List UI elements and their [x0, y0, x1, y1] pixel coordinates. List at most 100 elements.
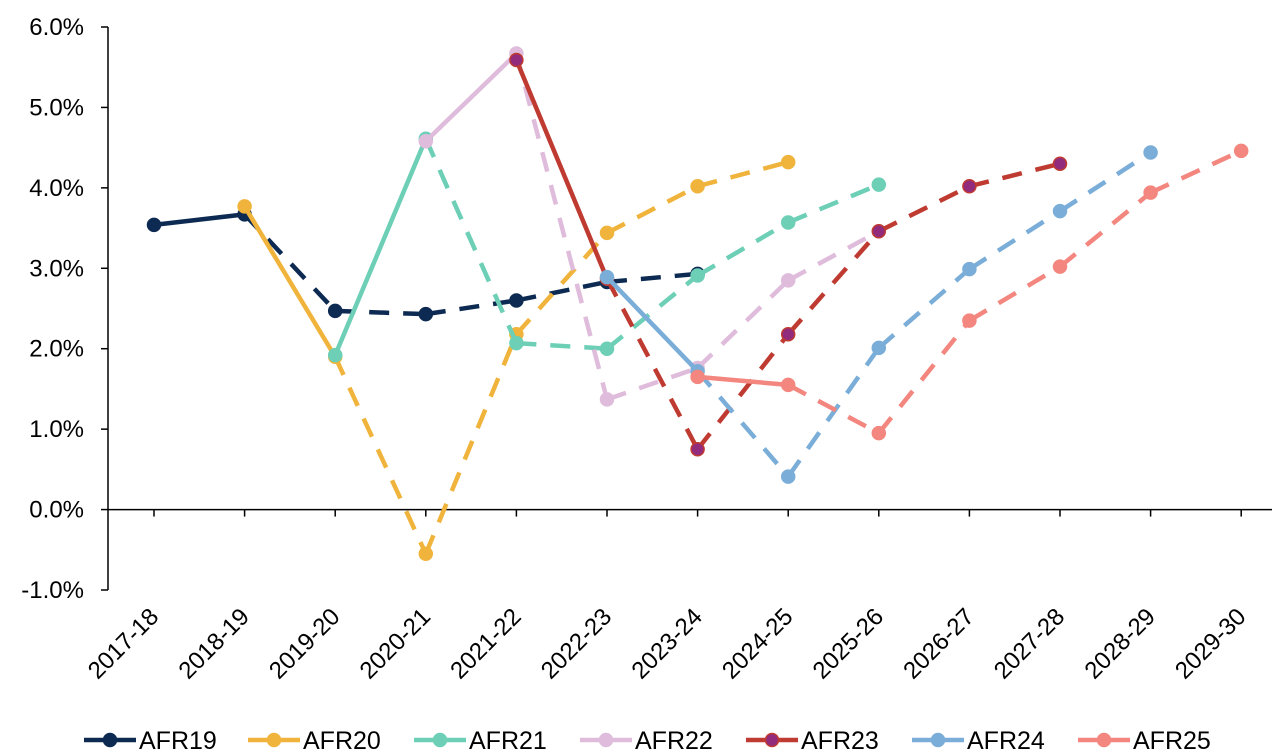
x-tick-label: 2026-27: [898, 603, 979, 684]
series-segment: [1149, 148, 1243, 195]
series-segment: [968, 209, 1062, 271]
series-segment: [877, 267, 971, 350]
data-point: [599, 341, 615, 356]
data-point: [1233, 143, 1249, 159]
series-layer: [146, 46, 1249, 562]
series-segment: [606, 271, 698, 285]
series-segment: [786, 346, 881, 478]
series-segment: [605, 277, 700, 451]
series-segment: [605, 275, 700, 373]
series-segment: [423, 333, 519, 555]
x-tick-label: 2023-24: [626, 603, 707, 684]
data-point: [962, 261, 977, 277]
series-afr20: [237, 154, 796, 562]
data-point: [690, 369, 705, 385]
data-point: [1143, 185, 1158, 200]
legend-item-afr21: AFR21: [414, 727, 547, 753]
legend-item-afr23: AFR23: [746, 727, 879, 753]
y-tick-label: 4.0%: [29, 175, 84, 202]
data-point: [418, 133, 434, 149]
legend-label: AFR21: [469, 727, 547, 753]
x-tick-label: 2029-30: [1170, 603, 1251, 684]
y-tick-label: 0.0%: [29, 497, 84, 524]
series-segment: [697, 374, 789, 388]
series-afr21: [327, 131, 887, 363]
x-tick-label: 2022-23: [536, 603, 617, 684]
legend-item-afr25: AFR25: [1078, 727, 1211, 753]
legend-item-afr24: AFR24: [912, 727, 1045, 753]
legend-swatch-marker: [266, 732, 282, 748]
legend-label: AFR19: [139, 727, 217, 753]
y-tick-label: 2.0%: [29, 336, 84, 363]
legend-swatch-marker: [930, 732, 946, 748]
data-point: [599, 269, 615, 285]
legend-swatch-marker: [598, 732, 614, 748]
series-segment: [695, 369, 790, 479]
data-point: [1143, 145, 1158, 160]
data-point: [780, 154, 796, 170]
series-afr22: [418, 46, 887, 407]
series-segment: [424, 51, 518, 143]
series-segment: [787, 182, 880, 225]
data-point: [871, 224, 887, 239]
series-afr25: [690, 143, 1249, 441]
x-tick-label: 2017-18: [83, 603, 164, 684]
series-segment: [423, 137, 519, 344]
legend-swatch-marker: [432, 732, 448, 748]
data-point: [509, 335, 524, 351]
data-point: [418, 306, 434, 322]
data-point: [962, 313, 977, 328]
series-segment: [606, 365, 699, 402]
series-segment: [514, 231, 609, 336]
legend-swatch-marker: [102, 732, 118, 748]
series-segment: [787, 229, 880, 283]
data-point: [690, 268, 705, 283]
series-segment: [787, 382, 880, 436]
series-segment: [696, 278, 790, 370]
data-point: [418, 546, 434, 562]
series-segment: [1058, 150, 1152, 214]
series-segment: [425, 298, 517, 317]
data-point: [1052, 203, 1068, 219]
y-tick-label: 1.0%: [29, 416, 84, 443]
data-point: [327, 347, 343, 363]
x-tick-label: 2020-21: [355, 603, 436, 684]
x-tick-label: 2028-29: [1079, 603, 1160, 684]
data-point: [780, 273, 796, 288]
data-point: [780, 215, 796, 230]
data-point: [1052, 156, 1068, 171]
legend-swatch-marker: [1096, 732, 1112, 748]
legend-label: AFR25: [1133, 727, 1211, 753]
y-tick-label: 3.0%: [29, 255, 84, 282]
series-segment: [968, 161, 1061, 189]
series-segment: [333, 137, 428, 357]
y-tick-label: 5.0%: [29, 94, 84, 121]
series-segment: [696, 220, 790, 278]
series-segment: [153, 212, 245, 228]
series-segment: [516, 340, 608, 351]
data-point: [690, 442, 705, 457]
legend-label: AFR23: [801, 727, 879, 753]
data-point: [327, 303, 343, 319]
x-tick-label: 2027-28: [989, 603, 1070, 684]
series-segment: [242, 212, 337, 313]
data-point: [780, 469, 796, 484]
series-segment: [514, 59, 610, 280]
series-segment: [605, 273, 700, 351]
series-segment: [695, 332, 790, 451]
data-point: [237, 199, 252, 214]
series-segment: [335, 308, 426, 317]
data-point: [871, 340, 887, 356]
legend-item-afr19: AFR19: [84, 727, 217, 753]
series-segment: [877, 319, 972, 435]
legend: AFR19 AFR20 AFR21 AFR22 AFR23 AFR24 AFR25: [84, 727, 1211, 753]
series-segment: [333, 355, 428, 555]
series-segment: [968, 264, 1062, 323]
legend-label: AFR24: [967, 727, 1045, 753]
y-tick-label: 6.0%: [29, 14, 84, 41]
data-point: [509, 293, 524, 308]
legend-item-afr20: AFR20: [248, 727, 381, 753]
series-segment: [786, 229, 881, 336]
x-tick-label: 2025-26: [808, 603, 889, 684]
